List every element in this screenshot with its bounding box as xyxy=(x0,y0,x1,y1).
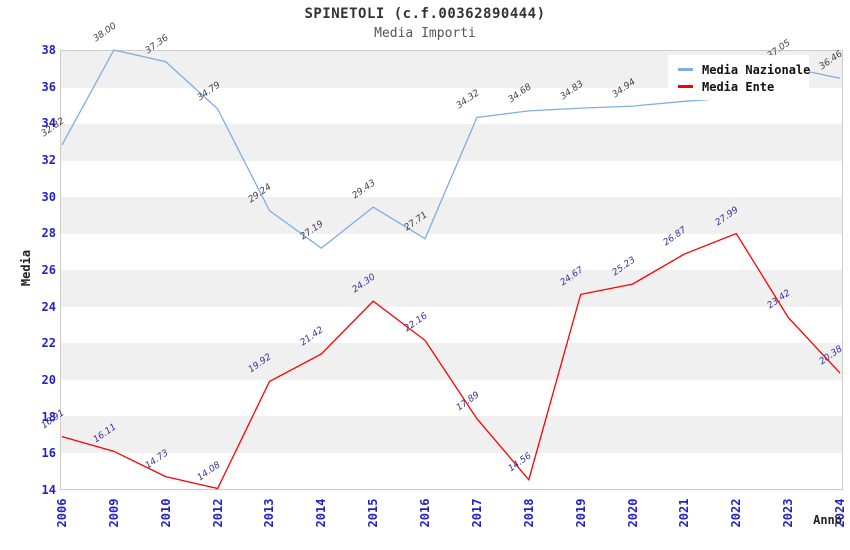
x-tick-label: 2014 xyxy=(314,498,329,528)
plot-band xyxy=(61,416,842,453)
plot-band xyxy=(61,306,842,343)
legend-item-media-nazionale: Media Nazionale xyxy=(668,61,811,78)
y-tick-label: 34 xyxy=(41,116,56,131)
x-tick-label: 2023 xyxy=(781,498,796,528)
x-tick-label: 2018 xyxy=(521,498,536,528)
x-tick-label: 2015 xyxy=(366,498,381,528)
legend-swatch-media-ente-icon xyxy=(678,85,693,88)
plot-band xyxy=(61,233,842,270)
legend-label-media-ente: Media Ente xyxy=(702,79,775,94)
y-tick-label: 14 xyxy=(41,483,56,497)
y-tick-label: 28 xyxy=(41,226,56,241)
legend-item-media-ente: Media Ente xyxy=(668,78,809,95)
x-tick-label: 2022 xyxy=(729,498,744,528)
y-tick-label: 36 xyxy=(41,79,56,94)
y-tick-label: 18 xyxy=(41,409,56,424)
data-label: 38.00 xyxy=(91,21,119,45)
plot-band xyxy=(61,124,842,161)
x-tick-label: 2021 xyxy=(677,498,692,528)
plot-band xyxy=(61,343,842,380)
legend-label-media-nazionale: Media Nazionale xyxy=(702,62,811,77)
plot-band xyxy=(61,452,842,489)
x-tick-label: 2019 xyxy=(573,498,588,528)
x-tick-label: 2006 xyxy=(55,498,69,528)
y-tick-label: 30 xyxy=(41,189,56,204)
y-tick-label: 38 xyxy=(41,43,56,57)
plot-band xyxy=(61,160,842,197)
x-tick-label: 2013 xyxy=(262,498,277,528)
chart-subtitle: Media Importi xyxy=(374,26,476,41)
y-tick-label: 16 xyxy=(41,446,56,461)
y-axis-title: Media xyxy=(19,249,33,287)
x-tick-label: 2016 xyxy=(418,498,433,528)
x-tick-label: 2017 xyxy=(469,498,484,528)
x-axis-title: Anno xyxy=(813,513,842,527)
y-tick-label: 26 xyxy=(41,263,56,277)
legend-swatch-media-nazionale-icon xyxy=(678,68,693,71)
x-tick-label: 2009 xyxy=(106,498,121,528)
y-tick-label: 32 xyxy=(41,153,56,167)
x-tick-label: 2012 xyxy=(210,498,225,528)
x-tick-label: 2020 xyxy=(625,498,640,528)
y-tick-label: 22 xyxy=(41,336,56,351)
plot-band xyxy=(61,270,842,307)
chart-title: SPINETOLI (c.f.00362890444) xyxy=(304,6,546,22)
y-tick-label: 20 xyxy=(41,373,56,387)
legend: Media Nazionale Media Ente xyxy=(668,55,811,100)
y-tick-label: 24 xyxy=(41,299,56,314)
x-tick-label: 2010 xyxy=(158,498,173,528)
plot-band xyxy=(61,379,842,416)
plot-area xyxy=(60,50,843,490)
